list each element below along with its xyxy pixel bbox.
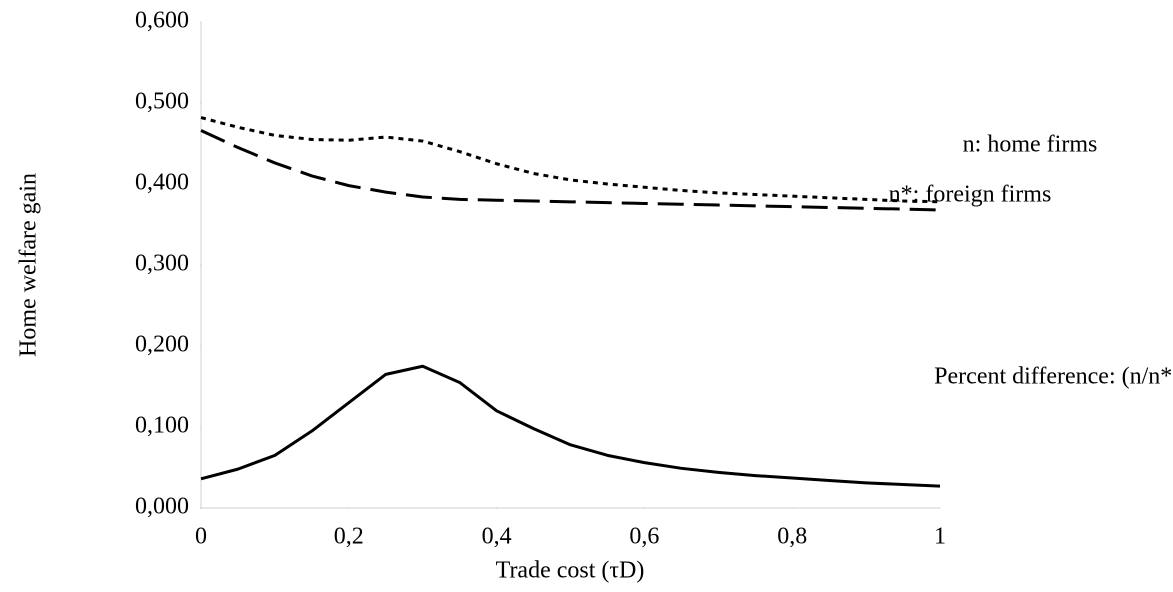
y-tick-label: 0,400 xyxy=(135,170,189,196)
y-tick-label: 0,300 xyxy=(135,251,189,277)
x-tick-label: 0,6 xyxy=(629,524,659,550)
x-tick-label: 0,8 xyxy=(777,524,807,550)
y-tick-label: 0,100 xyxy=(135,413,189,439)
x-tick-label: 0,2 xyxy=(334,524,364,550)
x-axis-label: Trade cost (τD) xyxy=(496,558,645,584)
x-tick-label: 1 xyxy=(934,524,946,550)
y-axis-label: Home welfare gain xyxy=(16,173,42,357)
x-tick-label: 0,4 xyxy=(482,524,512,550)
series-label: n: home firms xyxy=(963,132,1098,158)
x-tick-label: 0 xyxy=(195,524,207,550)
series-line xyxy=(200,364,941,488)
y-tick-label: 0,500 xyxy=(135,89,189,115)
series-label: n*: foreign firms xyxy=(889,182,1052,208)
series-line xyxy=(200,129,941,212)
y-tick-label: 0,600 xyxy=(135,8,189,34)
series-label: Percent difference: (n/n*−1) xyxy=(934,364,1173,390)
series-line xyxy=(200,116,941,204)
y-tick-label: 0,000 xyxy=(135,494,189,520)
y-tick-label: 0,200 xyxy=(135,332,189,358)
